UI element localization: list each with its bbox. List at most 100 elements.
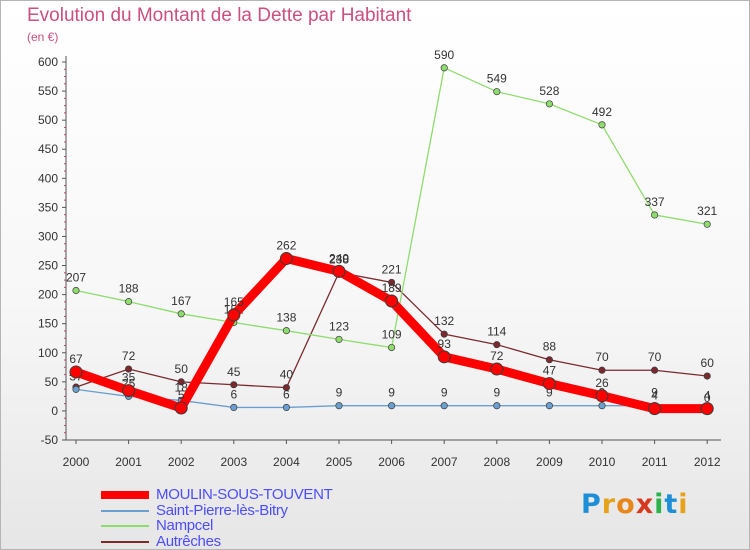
- data-point: [598, 366, 606, 374]
- logo-letter: o: [616, 489, 636, 520]
- data-point: [177, 310, 185, 318]
- legend-swatch: [101, 509, 149, 512]
- legend-label: MOULIN-SOUS-TOUVENT: [156, 486, 333, 503]
- data-label: 9: [651, 386, 658, 400]
- x-tick-label: 2001: [115, 455, 142, 469]
- data-point: [545, 100, 553, 108]
- data-label: 337: [645, 195, 665, 209]
- data-label: 590: [434, 48, 454, 62]
- data-label: 40: [280, 368, 294, 382]
- y-tick-label: 300: [38, 229, 58, 243]
- data-point: [490, 362, 504, 376]
- line-chart: -500501001502002503003504004505005506002…: [38, 48, 721, 469]
- data-label: 528: [539, 84, 559, 98]
- data-point: [388, 278, 396, 286]
- data-point: [493, 402, 501, 410]
- logo-letter: t: [664, 489, 679, 520]
- data-label: 114: [487, 325, 506, 339]
- data-label: 138: [276, 311, 296, 325]
- x-tick-label: 2008: [483, 455, 510, 469]
- data-label: 88: [543, 340, 557, 354]
- data-point: [651, 366, 659, 374]
- data-label: 188: [119, 282, 139, 296]
- legend-label: Autrêches: [156, 532, 221, 550]
- data-label: 18: [175, 380, 189, 394]
- y-tick-label: 350: [38, 200, 58, 214]
- data-label: 70: [648, 350, 662, 364]
- data-label: 221: [382, 262, 402, 276]
- data-label: 60: [701, 356, 715, 370]
- data-label: 93: [438, 337, 452, 351]
- data-point: [385, 294, 399, 308]
- data-point: [542, 377, 556, 391]
- logo-letter: x: [635, 489, 655, 520]
- data-point: [440, 330, 448, 338]
- data-point: [72, 286, 80, 295]
- data-point: [122, 384, 136, 398]
- data-point: [282, 403, 290, 411]
- y-tick-label: 50: [45, 375, 59, 389]
- y-tick-label: 250: [38, 259, 58, 273]
- data-point: [388, 402, 396, 410]
- data-point: [648, 402, 662, 416]
- x-tick-label: 2003: [220, 455, 247, 469]
- data-label: 9: [493, 386, 500, 400]
- legend-swatch: [101, 491, 149, 499]
- data-label: 72: [490, 349, 504, 363]
- data-label: 492: [592, 105, 612, 119]
- data-label: 109: [382, 328, 402, 342]
- data-label: 4: [651, 389, 658, 403]
- data-label: 50: [175, 362, 189, 376]
- data-label: 35: [122, 371, 136, 385]
- data-point: [703, 372, 711, 380]
- data-label: 132: [434, 314, 454, 328]
- logo-letter: i: [678, 489, 689, 520]
- proxiti-logo: Proxiti: [581, 489, 689, 520]
- x-tick-label: 2007: [431, 455, 458, 469]
- data-point: [651, 211, 659, 219]
- data-point: [282, 327, 290, 335]
- y-tick-label: 600: [38, 55, 58, 69]
- data-label: 9: [546, 386, 553, 400]
- y-tick-label: 400: [38, 171, 58, 185]
- x-tick-label: 2012: [694, 455, 721, 469]
- data-label: 72: [122, 349, 136, 363]
- data-label: 123: [329, 319, 349, 333]
- data-label: 6: [283, 387, 290, 401]
- data-point: [493, 88, 501, 96]
- x-tick-label: 2010: [589, 455, 616, 469]
- data-label: 6: [230, 387, 237, 401]
- legend-label: Nampcel: [156, 517, 214, 534]
- data-label: 47: [543, 364, 557, 378]
- x-tick-label: 2002: [168, 455, 195, 469]
- data-label: 45: [227, 365, 241, 379]
- data-point: [335, 335, 343, 343]
- data-label: 70: [595, 350, 609, 364]
- data-label: 549: [487, 72, 507, 86]
- data-point: [230, 381, 238, 389]
- x-tick-label: 2011: [642, 455, 668, 469]
- data-point: [703, 220, 711, 228]
- data-point: [227, 308, 241, 322]
- y-tick-label: 500: [38, 113, 58, 127]
- logo-letter: P: [581, 489, 602, 520]
- data-point: [388, 343, 396, 352]
- x-tick-label: 2005: [326, 455, 353, 469]
- data-label: 9: [388, 386, 395, 400]
- x-tick-label: 2006: [378, 455, 405, 469]
- data-point: [72, 385, 80, 393]
- y-tick-label: 200: [38, 288, 58, 302]
- data-label: 189: [382, 281, 402, 295]
- data-label: 238: [329, 253, 349, 267]
- data-point: [332, 264, 346, 278]
- legend-label: Saint-Pierre-lès-Bitry: [156, 501, 288, 519]
- chart-title: Evolution du Montant de la Dette par Hab…: [27, 5, 412, 26]
- data-label: 262: [276, 239, 296, 253]
- data-point: [545, 402, 553, 410]
- data-label: 9: [336, 386, 343, 400]
- y-tick-label: -50: [41, 433, 59, 447]
- y-tick-label: 450: [38, 142, 58, 156]
- data-label: 67: [69, 352, 83, 366]
- y-tick-label: 550: [38, 84, 58, 98]
